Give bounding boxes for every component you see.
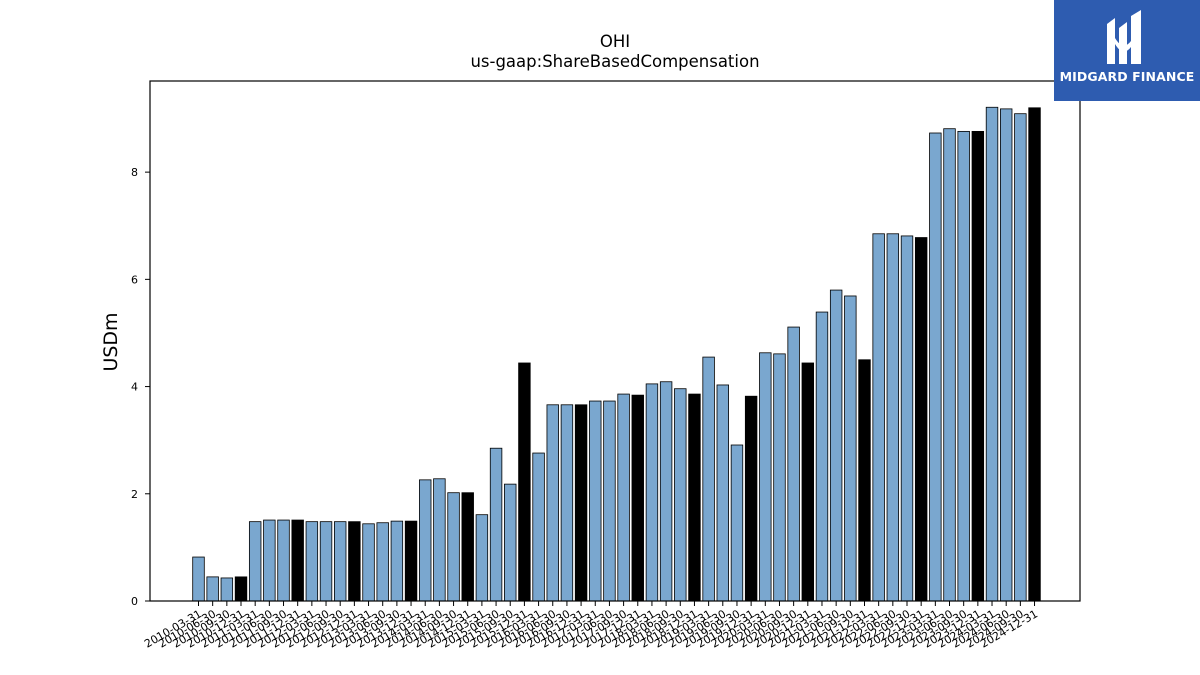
bar-2011-03-31 xyxy=(248,521,262,602)
bar-2014-06-30 xyxy=(433,478,446,602)
bar-2021-12-31 xyxy=(858,359,871,602)
bar-2022-12-31 xyxy=(914,237,928,602)
bar-2024-03-31 xyxy=(985,106,999,602)
bar-2012-12-31 xyxy=(348,521,361,602)
bar-2012-09-30 xyxy=(333,521,347,602)
bar-2010-09-30 xyxy=(220,577,234,602)
bar-2014-03-31 xyxy=(419,479,432,602)
bar-2016-12-31 xyxy=(574,404,588,602)
bar-2023-09-30 xyxy=(957,130,970,602)
bar-2011-12-31 xyxy=(291,519,304,602)
bar-2017-12-31 xyxy=(631,394,644,602)
bar-2013-09-30 xyxy=(390,520,404,602)
bar-2023-06-30 xyxy=(943,128,956,602)
bar-2021-03-31 xyxy=(815,311,829,602)
bar-2013-03-31 xyxy=(362,523,375,602)
bar-2016-09-30 xyxy=(560,404,574,602)
y-tick-label: 6 xyxy=(131,273,138,286)
bar-2020-03-31 xyxy=(759,352,772,602)
bar-2015-06-30 xyxy=(489,447,503,602)
bar-2013-06-30 xyxy=(376,522,389,602)
bar-2017-03-31 xyxy=(589,400,602,602)
bar-2018-03-31 xyxy=(645,383,659,602)
bar-2010-12-31 xyxy=(234,576,248,602)
y-tick-label: 8 xyxy=(131,166,138,179)
chart-title: OHI xyxy=(599,32,631,51)
bar-2021-06-30 xyxy=(829,289,843,602)
bar-2011-09-30 xyxy=(277,519,290,602)
y-tick-label: 4 xyxy=(131,381,138,394)
bar-2011-06-30 xyxy=(263,519,276,602)
bar-2023-03-31 xyxy=(929,132,942,602)
bar-2022-03-31 xyxy=(872,233,885,602)
bar-2022-06-30 xyxy=(886,233,900,602)
bar-2024-09-30 xyxy=(1014,113,1027,602)
bar-2014-12-31 xyxy=(461,492,474,602)
bar-2024-12-31 xyxy=(1028,107,1041,602)
bar-2017-09-30 xyxy=(617,393,630,602)
plot-frame xyxy=(149,80,1081,602)
bar-2018-12-31 xyxy=(688,393,701,602)
bar-2020-09-30 xyxy=(787,326,800,602)
logo-mark-icon xyxy=(1107,10,1141,64)
bar-2010-06-30 xyxy=(206,576,219,602)
bar-2019-09-30 xyxy=(730,444,744,602)
bar-2012-03-31 xyxy=(305,521,319,602)
bar-2019-12-31 xyxy=(744,395,758,602)
chart-subtitle: us-gaap:ShareBasedCompensation xyxy=(470,52,760,71)
bar-2010-03-31 xyxy=(192,556,205,602)
brand-logo: MIDGARD FINANCE xyxy=(1054,0,1200,101)
bar-2015-12-31 xyxy=(518,362,531,602)
bar-2022-09-30 xyxy=(900,235,914,602)
bar-2019-03-31 xyxy=(702,356,715,602)
bar-2015-03-31 xyxy=(475,514,489,602)
bar-2020-06-30 xyxy=(773,353,786,602)
bar-2018-06-30 xyxy=(659,381,673,602)
bar-2021-09-30 xyxy=(844,295,857,602)
y-tick-label: 2 xyxy=(131,488,138,501)
y-axis-label: USDm xyxy=(100,312,122,371)
bar-2024-06-30 xyxy=(999,108,1013,602)
bar-2023-12-31 xyxy=(971,130,985,602)
bar-2016-06-30 xyxy=(546,404,559,602)
logo-text: MIDGARD FINANCE xyxy=(1059,69,1195,84)
bar-2015-09-30 xyxy=(504,483,517,602)
bar-2016-03-31 xyxy=(532,452,545,602)
bar-2018-09-30 xyxy=(674,388,687,602)
bar-2014-09-30 xyxy=(447,492,460,602)
bar-2020-12-31 xyxy=(801,362,815,602)
bar-2019-06-30 xyxy=(716,384,729,602)
y-tick-label: 0 xyxy=(131,595,138,608)
bar-2013-12-31 xyxy=(404,520,418,602)
bar-2012-06-30 xyxy=(319,521,333,602)
bar-2017-06-30 xyxy=(603,400,616,602)
